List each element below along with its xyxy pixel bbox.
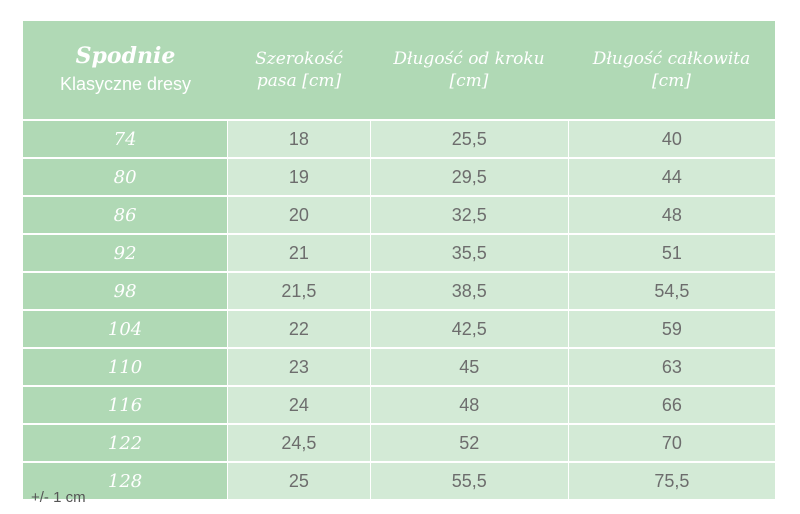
inseam-cell: 55,5 — [369, 463, 568, 499]
table-row: 116 24 48 66 — [23, 385, 775, 423]
header-title-cell: Spodnie Klasyczne dresy — [23, 21, 228, 119]
size-cell: 104 — [23, 311, 228, 347]
size-cell: 92 — [23, 235, 228, 271]
size-cell: 80 — [23, 159, 228, 195]
waist-cell: 23 — [227, 349, 370, 385]
size-cell: 122 — [23, 425, 228, 461]
inseam-cell: 25,5 — [369, 121, 568, 157]
total-length-cell: 48 — [567, 197, 775, 233]
table-row: 98 21,5 38,5 54,5 — [23, 271, 775, 309]
size-cell: 74 — [23, 121, 228, 157]
table-body: 74 18 25,5 40 80 19 29,5 44 86 20 32,5 48 92 21 35,5 51… — [23, 119, 775, 499]
table-row: 74 18 25,5 40 — [23, 119, 775, 157]
inseam-cell: 42,5 — [369, 311, 568, 347]
waist-cell: 18 — [227, 121, 370, 157]
size-cell: 116 — [23, 387, 228, 423]
table-row: 104 22 42,5 59 — [23, 309, 775, 347]
size-cell: 128 — [23, 463, 228, 499]
size-table: Spodnie Klasyczne dresy Szerokość pasa [… — [23, 21, 775, 499]
table-header: Spodnie Klasyczne dresy Szerokość pasa [… — [23, 21, 775, 119]
total-length-cell: 44 — [567, 159, 775, 195]
total-length-cell: 63 — [567, 349, 775, 385]
total-length-cell: 54,5 — [567, 273, 775, 309]
waist-cell: 22 — [227, 311, 370, 347]
waist-cell: 24 — [227, 387, 370, 423]
table-subtitle: Klasyczne dresy — [59, 74, 192, 94]
header-total-length: Długość całkowita [cm] — [592, 49, 751, 91]
size-cell: 110 — [23, 349, 228, 385]
inseam-cell: 29,5 — [369, 159, 568, 195]
header-inseam-length: Długość od kroku [cm] — [393, 49, 545, 91]
table-title: Spodnie — [75, 43, 176, 69]
total-length-cell: 59 — [567, 311, 775, 347]
table-row: 128 25 55,5 75,5 — [23, 461, 775, 499]
tolerance-note: +/- 1 cm — [31, 489, 86, 506]
waist-cell: 20 — [227, 197, 370, 233]
waist-cell: 21 — [227, 235, 370, 271]
table-row: 110 23 45 63 — [23, 347, 775, 385]
total-length-cell: 51 — [567, 235, 775, 271]
total-length-cell: 40 — [567, 121, 775, 157]
total-length-cell: 66 — [567, 387, 775, 423]
waist-cell: 21,5 — [227, 273, 370, 309]
inseam-cell: 48 — [369, 387, 568, 423]
table-row: 122 24,5 52 70 — [23, 423, 775, 461]
table-row: 80 19 29,5 44 — [23, 157, 775, 195]
inseam-cell: 45 — [369, 349, 568, 385]
header-waist-width: Szerokość pasa [cm] — [255, 49, 343, 91]
inseam-cell: 32,5 — [369, 197, 568, 233]
total-length-cell: 75,5 — [567, 463, 775, 499]
size-cell: 86 — [23, 197, 228, 233]
size-cell: 98 — [23, 273, 228, 309]
inseam-cell: 38,5 — [369, 273, 568, 309]
table-row: 92 21 35,5 51 — [23, 233, 775, 271]
inseam-cell: 35,5 — [369, 235, 568, 271]
waist-cell: 19 — [227, 159, 370, 195]
waist-cell: 24,5 — [227, 425, 370, 461]
total-length-cell: 70 — [567, 425, 775, 461]
waist-cell: 25 — [227, 463, 370, 499]
inseam-cell: 52 — [369, 425, 568, 461]
table-row: 86 20 32,5 48 — [23, 195, 775, 233]
